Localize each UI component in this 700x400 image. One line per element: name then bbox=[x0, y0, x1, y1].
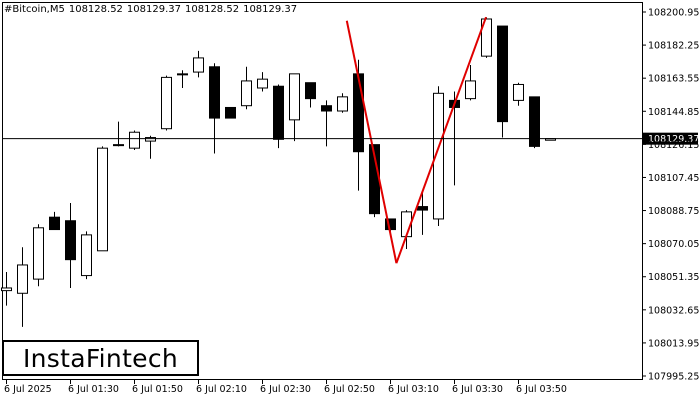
bullish-candle bbox=[17, 264, 28, 294]
bearish-candle bbox=[49, 216, 60, 231]
x-tick-label: 6 Jul 03:30 bbox=[452, 384, 503, 395]
bearish-candle bbox=[65, 220, 76, 261]
y-tick-label: 108200.95 bbox=[648, 8, 699, 19]
bullish-candle bbox=[337, 96, 348, 112]
bearish-candle bbox=[417, 206, 428, 211]
x-tick-label: 6 Jul 03:50 bbox=[516, 384, 567, 395]
logo-text: InstaFintech bbox=[22, 343, 179, 373]
bearish-candle bbox=[529, 96, 540, 147]
x-tick-label: 6 Jul 03:10 bbox=[388, 384, 439, 395]
bullish-candle bbox=[129, 131, 140, 149]
bearish-candle bbox=[305, 82, 316, 100]
chart-header: #Bitcoin,M5 108128.52 108129.37 108128.52 10… bbox=[4, 4, 301, 15]
x-tick-label: 6 Jul 01:30 bbox=[68, 384, 119, 395]
x-tick-label: 6 Jul 02:30 bbox=[260, 384, 311, 395]
y-tick-label: 108126.15 bbox=[648, 140, 699, 151]
current-price-label: 108129.37 bbox=[648, 134, 699, 145]
bullish-candle bbox=[113, 144, 124, 147]
bullish-candle bbox=[97, 147, 108, 252]
bearish-candle bbox=[209, 66, 220, 119]
bearish-candle bbox=[353, 73, 364, 153]
pattern-line bbox=[395, 16, 487, 264]
bullish-candle bbox=[241, 80, 252, 107]
x-tick-label: 6 Jul 02:50 bbox=[324, 384, 375, 395]
bearish-candle bbox=[321, 105, 332, 112]
x-tick-label: 6 Jul 02:10 bbox=[196, 384, 247, 395]
y-tick-label: 108182.25 bbox=[648, 41, 699, 52]
y-tick-label: 108163.55 bbox=[648, 74, 699, 85]
bearish-candle bbox=[225, 106, 236, 119]
bullish-candle bbox=[1, 287, 12, 292]
x-tick-label: 6 Jul 01:50 bbox=[132, 384, 183, 395]
plot-area-border bbox=[2, 2, 643, 380]
close-value: 108129.37 bbox=[243, 4, 298, 15]
y-tick-label: 108107.45 bbox=[648, 173, 699, 184]
high-value: 108129.37 bbox=[126, 4, 181, 15]
y-tick-label: 108013.95 bbox=[648, 338, 699, 349]
bullish-candle bbox=[257, 78, 268, 89]
current-price-box bbox=[643, 132, 698, 145]
x-axis: 6 Jul 2025 6 Jul 01:30 6 Jul 01:50 6 Jul 02… bbox=[4, 379, 567, 395]
bullish-candle bbox=[481, 18, 492, 57]
bullish-candle bbox=[289, 73, 300, 121]
symbol-label: #Bitcoin,M5 bbox=[4, 4, 65, 15]
instafintech-logo: InstaFintech bbox=[2, 340, 199, 376]
y-tick-label: 107995.25 bbox=[648, 372, 699, 383]
y-tick-label: 108088.75 bbox=[648, 206, 699, 217]
bearish-candle bbox=[273, 85, 284, 140]
y-tick-label: 108070.05 bbox=[648, 239, 699, 250]
y-tick-label: 108144.85 bbox=[648, 107, 699, 118]
bullish-candle bbox=[161, 76, 172, 130]
y-tick-label: 108051.35 bbox=[648, 272, 699, 283]
y-axis: 108200.95 108182.25 108163.55 108144.85 1081… bbox=[642, 8, 699, 383]
bullish-candle bbox=[433, 92, 444, 220]
bullish-candle bbox=[81, 234, 92, 277]
bullish-candle bbox=[177, 73, 188, 76]
pattern-group bbox=[345, 16, 487, 264]
bearish-candle bbox=[497, 25, 508, 123]
pattern-line bbox=[345, 20, 398, 264]
x-tick-label: 6 Jul 2025 bbox=[4, 384, 52, 395]
bullish-candle bbox=[33, 227, 44, 280]
bullish-candle bbox=[465, 80, 476, 100]
bullish-candle bbox=[193, 57, 204, 73]
low-value: 108128.52 bbox=[185, 4, 240, 15]
bullish-candle bbox=[513, 83, 524, 101]
bullish-candle bbox=[145, 137, 156, 142]
candles-group bbox=[1, 17, 556, 327]
y-tick-label: 108032.65 bbox=[648, 305, 699, 316]
current-price-group: 108129.37 bbox=[3, 132, 699, 145]
open-value: 108128.52 bbox=[68, 4, 123, 15]
